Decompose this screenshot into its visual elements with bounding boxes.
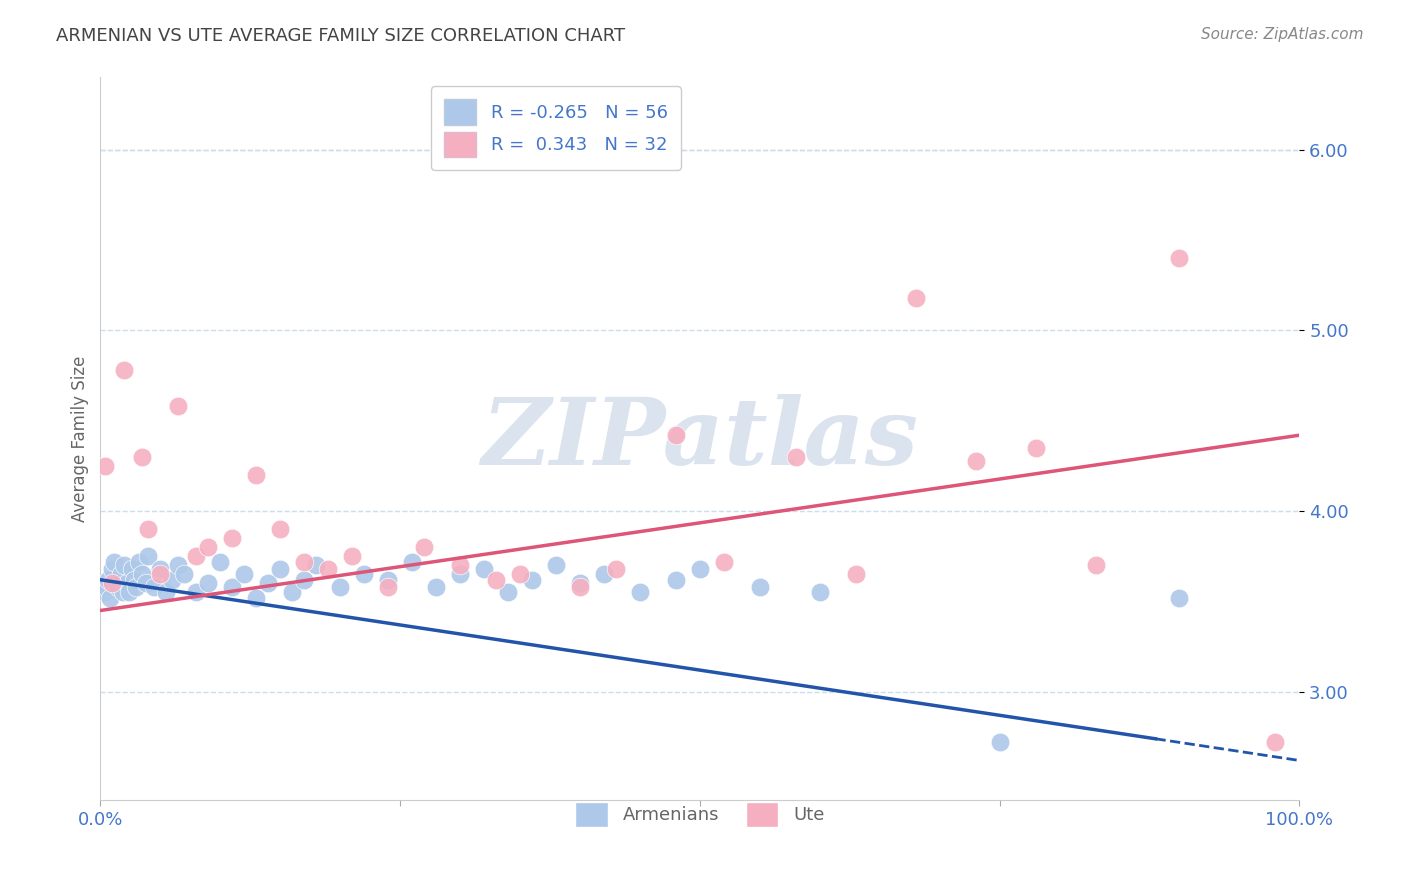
Point: [281, 585, 304, 599]
Point: [413, 541, 436, 555]
Point: [155, 585, 177, 599]
Point: [496, 585, 519, 599]
Point: [96, 580, 118, 594]
Point: [472, 562, 495, 576]
Point: [425, 580, 447, 594]
Point: [1025, 441, 1047, 455]
Point: [449, 567, 471, 582]
Point: [131, 567, 153, 582]
Point: [93, 585, 115, 599]
Point: [377, 580, 399, 594]
Point: [245, 467, 267, 482]
Point: [605, 562, 627, 576]
Point: [186, 549, 208, 564]
Point: [149, 567, 172, 582]
Point: [689, 562, 711, 576]
Point: [101, 562, 124, 576]
Text: Source: ZipAtlas.com: Source: ZipAtlas.com: [1201, 27, 1364, 42]
Point: [167, 399, 190, 413]
Point: [107, 580, 129, 594]
Point: [785, 450, 807, 464]
Point: [112, 363, 135, 377]
Point: [713, 555, 735, 569]
Point: [305, 558, 328, 573]
Point: [1168, 251, 1191, 265]
Point: [1084, 558, 1107, 573]
Point: [808, 585, 831, 599]
Point: [103, 555, 125, 569]
Point: [628, 585, 651, 599]
Point: [209, 555, 232, 569]
Point: [449, 558, 471, 573]
Point: [257, 576, 280, 591]
Point: [143, 580, 166, 594]
Point: [316, 562, 339, 576]
Point: [118, 585, 141, 599]
Point: [98, 591, 121, 605]
Point: [292, 573, 315, 587]
Point: [401, 555, 423, 569]
Point: [568, 580, 591, 594]
Point: [520, 573, 543, 587]
Point: [292, 555, 315, 569]
Point: [128, 555, 150, 569]
Point: [221, 531, 243, 545]
Point: [233, 567, 256, 582]
Point: [131, 450, 153, 464]
Point: [112, 585, 135, 599]
Point: [845, 567, 868, 582]
Point: [115, 576, 138, 591]
Point: [104, 576, 127, 591]
Point: [1264, 735, 1286, 749]
Point: [353, 567, 375, 582]
Y-axis label: Average Family Size: Average Family Size: [72, 356, 89, 522]
Point: [112, 558, 135, 573]
Point: [96, 573, 118, 587]
Point: [110, 567, 132, 582]
Point: [509, 567, 531, 582]
Legend: Armenians, Ute: Armenians, Ute: [568, 795, 831, 835]
Point: [125, 580, 148, 594]
Point: [568, 576, 591, 591]
Point: [665, 573, 688, 587]
Point: [340, 549, 363, 564]
Point: [149, 562, 172, 576]
Point: [197, 576, 219, 591]
Point: [135, 576, 157, 591]
Point: [197, 541, 219, 555]
Point: [162, 573, 184, 587]
Point: [136, 549, 159, 564]
Point: [122, 573, 145, 587]
Point: [94, 458, 117, 473]
Point: [136, 522, 159, 536]
Point: [665, 428, 688, 442]
Text: ZIPatlas: ZIPatlas: [481, 394, 918, 483]
Point: [269, 562, 291, 576]
Point: [965, 453, 987, 467]
Point: [173, 567, 195, 582]
Point: [186, 585, 208, 599]
Point: [329, 580, 352, 594]
Point: [377, 573, 399, 587]
Point: [245, 591, 267, 605]
Point: [121, 562, 143, 576]
Point: [593, 567, 616, 582]
Point: [221, 580, 243, 594]
Point: [544, 558, 567, 573]
Point: [1168, 591, 1191, 605]
Point: [748, 580, 770, 594]
Point: [988, 735, 1011, 749]
Point: [101, 576, 124, 591]
Point: [904, 291, 927, 305]
Point: [485, 573, 508, 587]
Point: [167, 558, 190, 573]
Point: [269, 522, 291, 536]
Text: ARMENIAN VS UTE AVERAGE FAMILY SIZE CORRELATION CHART: ARMENIAN VS UTE AVERAGE FAMILY SIZE CORR…: [56, 27, 626, 45]
